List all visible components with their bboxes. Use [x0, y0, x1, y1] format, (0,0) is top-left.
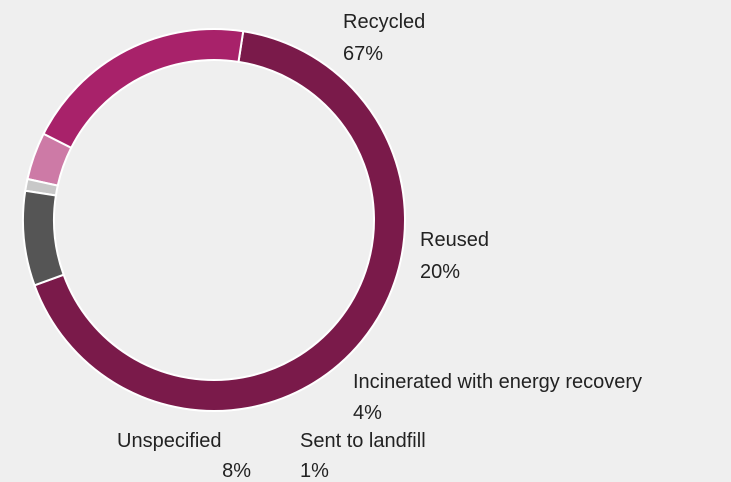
label-recycled-value: 67%	[343, 43, 383, 65]
slice-unspecified	[22, 189, 65, 287]
label-unspecified-value: 8%	[222, 460, 251, 482]
donut-slices	[22, 28, 406, 412]
label-incinerated-name: Incinerated with energy recovery	[353, 371, 642, 393]
slice-recycled	[33, 30, 406, 412]
label-recycled-name: Recycled	[343, 11, 425, 33]
label-reused-name: Reused	[420, 229, 489, 251]
label-incinerated-value: 4%	[353, 402, 382, 424]
label-reused-value: 20%	[420, 261, 460, 283]
label-landfill-value: 1%	[300, 460, 329, 482]
label-landfill-name: Sent to landfill	[300, 430, 426, 452]
slice-reused	[42, 28, 245, 150]
label-unspecified-name: Unspecified	[117, 430, 222, 452]
